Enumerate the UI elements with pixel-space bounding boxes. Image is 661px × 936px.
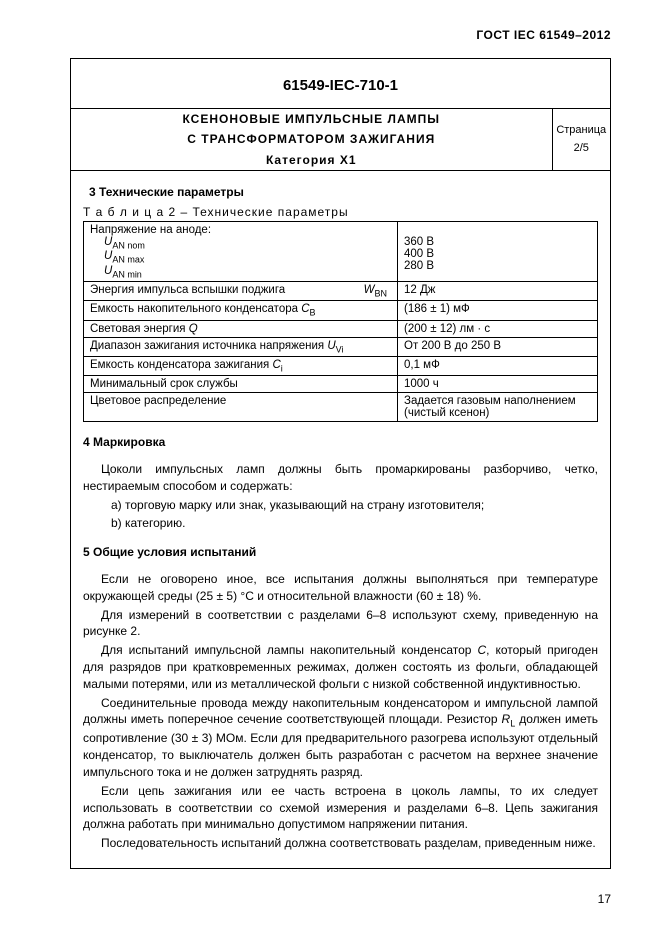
param-label: Емкость конденсатора зажигания bbox=[90, 359, 272, 371]
main-frame: 61549-IEC-710-1 КСЕНОНОВЫЕ ИМПУЛЬСНЫЕ ЛА… bbox=[70, 58, 611, 869]
table-row: Энергия импульса вспышки поджига WBN 12 Д… bbox=[84, 282, 598, 301]
section-5-p3: Для испытаний импульсной лампы накопител… bbox=[83, 642, 598, 692]
section-4-a: a) торговую марку или знак, указывающий … bbox=[83, 497, 598, 514]
section-4-b: b) категорию. bbox=[83, 515, 598, 532]
param-label: Напряжение на аноде: bbox=[90, 224, 211, 236]
table-row: Емкость конденсатора зажигания Сi 0,1 мФ bbox=[84, 356, 598, 375]
param-value: От 200 В до 250 В bbox=[398, 337, 598, 356]
page-number: 17 bbox=[598, 892, 611, 906]
page-value: 2/5 bbox=[553, 140, 611, 158]
content-area: 3 Технические параметры Т а б л и ц а 2 … bbox=[71, 171, 610, 868]
title-line-1: КСЕНОНОВЫЕ ИМПУЛЬСНЫЕ ЛАМПЫ bbox=[71, 109, 552, 129]
param-label: Цветовое распределение bbox=[84, 393, 398, 422]
standard-header: ГОСТ IEC 61549–2012 bbox=[70, 28, 611, 42]
section-5: 5 Общие условия испытаний Если не оговор… bbox=[83, 544, 598, 852]
param-value: 12 Дж bbox=[398, 282, 598, 301]
param-value: Задается газовым наполнением (чистый ксе… bbox=[398, 393, 598, 422]
doc-code: 61549-IEC-710-1 bbox=[71, 59, 610, 108]
table-2: Напряжение на аноде: UAN nom UAN max UAN… bbox=[83, 221, 598, 422]
section-5-heading: 5 Общие условия испытаний bbox=[83, 544, 598, 561]
page-cell: Страница 2/5 bbox=[552, 109, 610, 171]
section-4-heading: 4 Маркировка bbox=[83, 434, 598, 451]
param-symbol: С bbox=[272, 359, 280, 371]
section-4-p1: Цоколи импульсных ламп должны быть прома… bbox=[83, 461, 598, 495]
param-sub: B bbox=[310, 308, 316, 318]
table-row: Диапазон зажигания источника напряжения … bbox=[84, 337, 598, 356]
param-label: Емкость накопительного конденсатора bbox=[90, 303, 301, 315]
page-label: Страница bbox=[553, 122, 611, 140]
table-row: Емкость накопительного конденсатора CB (… bbox=[84, 301, 598, 320]
param-label: Световая энергия bbox=[90, 323, 189, 335]
title-cell: КСЕНОНОВЫЕ ИМПУЛЬСНЫЕ ЛАМПЫ С ТРАНСФОРМА… bbox=[71, 109, 552, 171]
table-row: Напряжение на аноде: UAN nom UAN max UAN… bbox=[84, 222, 598, 282]
table-row: Световая энергия Q (200 ± 12) лм · с bbox=[84, 320, 598, 337]
param-sub: AN max bbox=[112, 255, 144, 265]
param-value: 280 В bbox=[404, 260, 434, 272]
param-symbol: U bbox=[327, 340, 335, 352]
title-line-3: Категория X1 bbox=[71, 150, 552, 170]
section-3-heading: 3 Технические параметры bbox=[89, 185, 598, 199]
section-4: 4 Маркировка Цоколи импульсных ламп долж… bbox=[83, 434, 598, 532]
param-label: Минимальный срок службы bbox=[84, 376, 398, 393]
table-row: Цветовое распределение Задается газовым … bbox=[84, 393, 598, 422]
param-value: 400 В bbox=[404, 248, 434, 260]
title-line-2: С ТРАНСФОРМАТОРОМ ЗАЖИГАНИЯ bbox=[71, 129, 552, 149]
section-5-p1: Если не оговорено иное, все испытания до… bbox=[83, 571, 598, 605]
param-label: Диапазон зажигания источника напряжения bbox=[90, 340, 327, 352]
table-row: Минимальный срок службы 1000 ч bbox=[84, 376, 598, 393]
section-5-p2: Для измерений в соответствии с разделами… bbox=[83, 607, 598, 641]
param-symbol: Q bbox=[189, 323, 198, 335]
page: ГОСТ IEC 61549–2012 61549-IEC-710-1 КСЕН… bbox=[0, 0, 661, 936]
section-5-p6: Последовательность испытаний должна соот… bbox=[83, 835, 598, 852]
title-block: КСЕНОНОВЫЕ ИМПУЛЬСНЫЕ ЛАМПЫ С ТРАНСФОРМА… bbox=[71, 108, 610, 171]
param-sub: i bbox=[281, 363, 283, 373]
param-value: 0,1 мФ bbox=[398, 356, 598, 375]
param-value: 1000 ч bbox=[398, 376, 598, 393]
param-symbol: W bbox=[364, 284, 375, 296]
section-5-p4: Соединительные провода между накопительн… bbox=[83, 695, 598, 781]
param-sub: AN min bbox=[112, 269, 142, 279]
param-symbol: C bbox=[301, 303, 309, 315]
param-sub: AN nom bbox=[112, 240, 145, 250]
param-label: Энергия импульса вспышки поджига bbox=[90, 284, 285, 298]
table-2-label: Т а б л и ц а 2 – Технические параметры bbox=[83, 205, 598, 219]
param-value: 360 В bbox=[404, 236, 434, 248]
section-5-p5: Если цепь зажигания или ее часть встроен… bbox=[83, 783, 598, 833]
param-sub: BN bbox=[374, 288, 387, 298]
param-value: (200 ± 12) лм · с bbox=[398, 320, 598, 337]
param-value: (186 ± 1) мФ bbox=[398, 301, 598, 320]
param-sub: Vi bbox=[336, 344, 344, 354]
